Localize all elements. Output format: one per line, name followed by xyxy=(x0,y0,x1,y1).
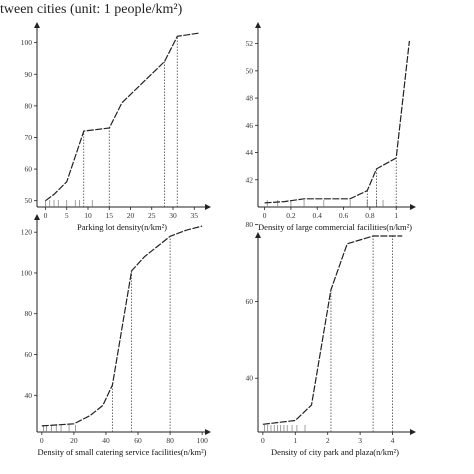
y-tick-label: 44 xyxy=(246,148,254,157)
y-tick-label: 60 xyxy=(25,165,33,174)
x-tick-label: 35 xyxy=(191,211,199,220)
x-tick-label: 0 xyxy=(261,436,265,445)
x-tick-label: 0 xyxy=(263,211,267,220)
x-axis-label: Density of large commercial facilities(n… xyxy=(258,222,412,232)
x-tick-label: 10 xyxy=(84,211,92,220)
y-tick-label: 52 xyxy=(246,39,254,48)
series-line xyxy=(45,32,199,202)
y-tick-label: 50 xyxy=(25,196,33,205)
x-tick-label: 1 xyxy=(293,436,297,445)
chart-panel-2: 0 0.2 0.4 0.6 0.8 1 42 44 46 48 50 52 Density of lar… xyxy=(246,22,416,232)
x-tick-label: 20 xyxy=(70,436,78,445)
x-tick-label: 30 xyxy=(169,211,177,220)
series-line xyxy=(41,225,203,427)
x-tick-label: 0 xyxy=(40,436,44,445)
x-tick-label: 3 xyxy=(358,436,362,445)
x-tick-label: 25 xyxy=(148,211,156,220)
x-tick-label: 0.6 xyxy=(339,211,349,220)
y-tick-label: 40 xyxy=(25,391,33,400)
y-tick-label: 80 xyxy=(246,220,254,229)
x-axis-arrow xyxy=(410,429,416,435)
x-tick-label: 0.4 xyxy=(313,211,323,220)
x-tick-label: 80 xyxy=(166,436,174,445)
y-tick-label: 60 xyxy=(25,350,33,359)
x-tick-label: 2 xyxy=(326,436,330,445)
chart-panel-4: 0 1 2 3 4 40 60 80 Density of city park and plaz… xyxy=(246,220,416,457)
y-tick-label: 90 xyxy=(25,70,33,79)
y-tick-label: 100 xyxy=(21,38,33,47)
x-tick-label: 0.8 xyxy=(365,211,375,220)
chart-panel-1: 0 5 10 15 20 25 30 35 50 60 70 80 90 100 Parking lot d… xyxy=(21,22,211,232)
x-axis-arrow xyxy=(205,204,211,210)
y-axis-arrow xyxy=(255,22,261,28)
y-tick-label: 70 xyxy=(25,133,33,142)
y-tick-label: 42 xyxy=(246,175,254,184)
x-tick-label: 0.2 xyxy=(286,211,296,220)
x-axis-label: Density of city park and plaza(n/km²) xyxy=(271,447,399,457)
x-tick-label: 4 xyxy=(391,436,395,445)
x-tick-label: 40 xyxy=(102,436,110,445)
x-tick-label: 100 xyxy=(197,436,209,445)
x-axis-arrow xyxy=(205,429,211,435)
x-tick-label: 0 xyxy=(44,211,48,220)
y-tick-label: 60 xyxy=(246,297,254,306)
y-tick-label: 40 xyxy=(246,374,254,383)
x-axis-arrow xyxy=(410,204,416,210)
y-tick-label: 50 xyxy=(246,66,254,75)
series-line xyxy=(264,40,410,204)
y-tick-label: 100 xyxy=(21,268,33,277)
y-tick-label: 80 xyxy=(25,101,33,110)
x-tick-label: 15 xyxy=(106,211,114,220)
series-line xyxy=(262,235,403,425)
y-tick-label: 120 xyxy=(21,228,33,237)
x-axis-label: Parking lot density(n/km²) xyxy=(77,222,167,232)
figure-title: tween cities (unit: 1 people/km²) xyxy=(0,2,183,17)
x-tick-label: 20 xyxy=(127,211,135,220)
y-axis-arrow xyxy=(255,232,261,238)
x-tick-label: 60 xyxy=(134,436,142,445)
y-axis-arrow xyxy=(34,22,40,28)
x-tick-label: 5 xyxy=(65,211,69,220)
x-tick-label: 1 xyxy=(394,211,398,220)
y-axis-arrow xyxy=(34,214,40,220)
x-axis-label: Density of small catering service facili… xyxy=(38,447,207,457)
y-tick-label: 46 xyxy=(246,121,254,130)
y-tick-label: 48 xyxy=(246,94,254,103)
y-tick-label: 80 xyxy=(25,309,33,318)
